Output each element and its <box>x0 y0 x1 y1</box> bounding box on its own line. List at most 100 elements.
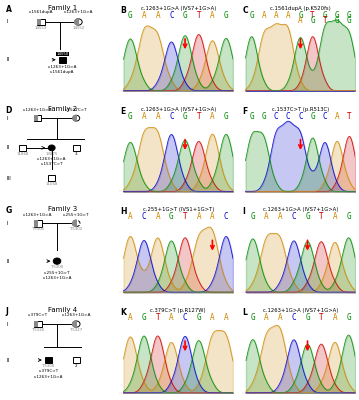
Text: C: C <box>292 212 296 222</box>
Text: G: G <box>251 313 255 322</box>
Text: G: G <box>128 112 132 121</box>
Text: A: A <box>142 11 146 20</box>
Text: C: C <box>242 6 248 15</box>
Text: C: C <box>169 11 174 20</box>
Text: G: G <box>311 16 315 25</box>
Text: C: C <box>142 212 146 222</box>
Bar <box>34 321 38 327</box>
Bar <box>48 176 55 181</box>
Text: T: T <box>319 313 323 322</box>
Text: G: G <box>347 16 351 25</box>
Text: A: A <box>155 11 160 20</box>
Text: 11868: 11868 <box>17 152 29 156</box>
Text: A: A <box>128 313 132 322</box>
Text: A: A <box>142 112 146 121</box>
Text: A: A <box>298 16 303 25</box>
Text: A: A <box>278 212 283 222</box>
Text: A: A <box>196 212 201 222</box>
Bar <box>73 357 80 363</box>
Text: II: II <box>7 259 10 264</box>
Text: G: G <box>128 11 132 20</box>
Text: C: C <box>286 112 290 121</box>
Text: c.1263+1G>A (IVS7+1G>A): c.1263+1G>A (IVS7+1G>A) <box>263 308 339 313</box>
Text: G: G <box>335 11 339 20</box>
Bar <box>59 56 66 63</box>
Text: c.379C>T: c.379C>T <box>28 313 48 317</box>
Text: G: G <box>249 11 254 20</box>
Text: A: A <box>210 112 215 121</box>
Text: 14552: 14552 <box>72 26 84 30</box>
Text: A: A <box>332 212 337 222</box>
Text: B: B <box>120 6 126 15</box>
Text: Family 3: Family 3 <box>48 206 77 212</box>
Text: c.1537C>T: c.1537C>T <box>65 108 88 112</box>
Text: C: C <box>224 212 228 222</box>
Text: I: I <box>7 116 8 121</box>
Text: G: G <box>335 16 339 25</box>
Text: A: A <box>210 212 215 222</box>
Polygon shape <box>73 321 76 327</box>
Bar <box>34 220 38 226</box>
Text: c.1263+1G>A: c.1263+1G>A <box>42 276 72 280</box>
Text: T: T <box>311 11 315 20</box>
Text: G: G <box>298 11 303 20</box>
Text: G: G <box>6 206 12 215</box>
Text: A: A <box>224 313 228 322</box>
Text: K: K <box>120 308 126 317</box>
Text: T5327: T5327 <box>70 328 83 332</box>
Circle shape <box>73 321 80 327</box>
Text: A: A <box>210 11 215 20</box>
Text: 13875: 13875 <box>46 152 58 156</box>
Text: c.1263+1G>A: c.1263+1G>A <box>64 10 93 14</box>
Text: G: G <box>183 11 187 20</box>
Text: c.1561dupA (p.K520fs): c.1561dupA (p.K520fs) <box>270 6 331 11</box>
Text: c.1561dupA: c.1561dupA <box>29 10 53 14</box>
Text: C: C <box>298 112 303 121</box>
Text: G: G <box>346 212 351 222</box>
Polygon shape <box>75 19 78 25</box>
Text: I: I <box>7 322 8 326</box>
Text: A: A <box>261 11 266 20</box>
Text: A: A <box>286 11 290 20</box>
Text: A: A <box>264 212 269 222</box>
Text: Family 1: Family 1 <box>48 5 77 11</box>
Text: D: D <box>6 106 12 114</box>
Text: A: A <box>332 313 337 322</box>
Text: A: A <box>264 313 269 322</box>
Text: 11068: 11068 <box>46 182 58 186</box>
Text: A: A <box>155 212 160 222</box>
Bar <box>19 145 26 151</box>
Text: A: A <box>335 112 339 121</box>
Text: c.255+1G>T (IVS1+1G>T): c.255+1G>T (IVS1+1G>T) <box>143 207 214 212</box>
Text: 3: 3 <box>75 152 78 156</box>
Text: T: T <box>323 16 327 25</box>
Text: G: G <box>346 313 351 322</box>
Text: A: A <box>155 112 160 121</box>
Text: A: A <box>274 11 278 20</box>
Text: Family 4: Family 4 <box>48 307 77 313</box>
Text: T: T <box>196 112 201 121</box>
Text: c.1263+1G>A: c.1263+1G>A <box>34 375 63 379</box>
Text: J: J <box>6 307 9 316</box>
Bar <box>45 357 52 363</box>
Text: II: II <box>7 358 10 362</box>
Text: A: A <box>210 313 215 322</box>
Text: c.255+1G>T: c.255+1G>T <box>63 213 90 217</box>
Text: T: T <box>196 11 201 20</box>
Text: c.379C>T: c.379C>T <box>38 370 59 374</box>
Text: T: T <box>183 212 187 222</box>
Text: c.1263+1G>A: c.1263+1G>A <box>23 108 52 112</box>
Text: c.1263+1G>A (IVS7+1G>A): c.1263+1G>A (IVS7+1G>A) <box>140 107 216 112</box>
Text: c.1263+1G>A: c.1263+1G>A <box>37 157 66 161</box>
Circle shape <box>53 258 61 264</box>
Text: c.1263+1G>A: c.1263+1G>A <box>48 65 77 69</box>
Text: G: G <box>347 11 351 20</box>
Text: II: II <box>7 57 10 62</box>
Bar <box>34 321 42 327</box>
Text: c.379C>T (p.R127W): c.379C>T (p.R127W) <box>150 308 206 313</box>
Text: T: T <box>155 313 160 322</box>
Circle shape <box>73 115 80 121</box>
Text: I: I <box>7 20 8 24</box>
Polygon shape <box>73 115 76 121</box>
Text: G: G <box>224 112 228 121</box>
